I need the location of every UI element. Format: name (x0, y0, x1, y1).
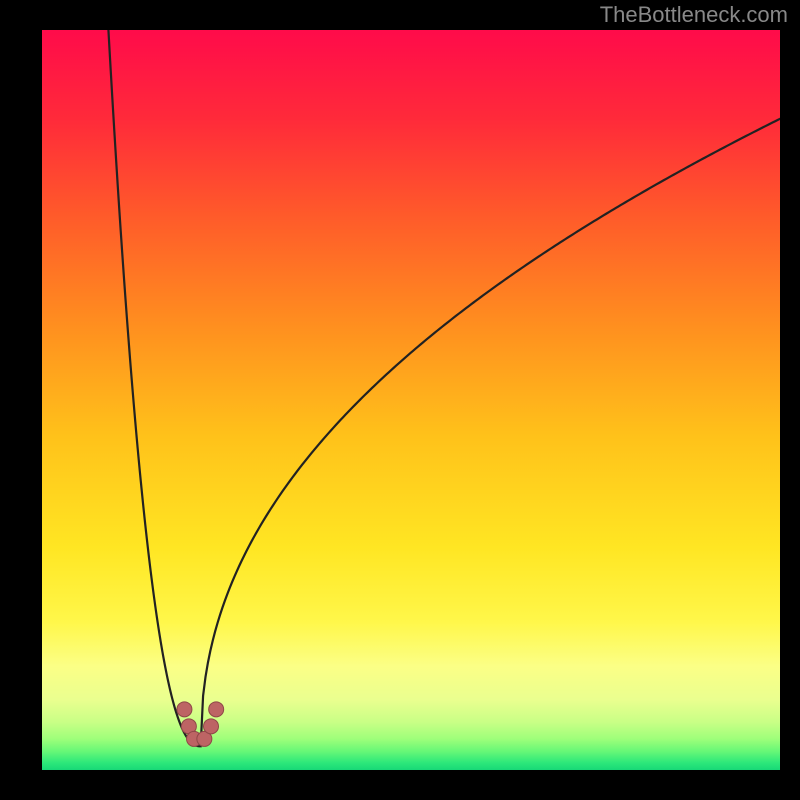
plot-svg (42, 30, 780, 770)
data-point (209, 702, 224, 717)
watermark-label: TheBottleneck.com (600, 2, 788, 28)
plot-area (42, 30, 780, 770)
gradient-background (42, 30, 780, 770)
data-point (204, 719, 219, 734)
data-point (177, 702, 192, 717)
